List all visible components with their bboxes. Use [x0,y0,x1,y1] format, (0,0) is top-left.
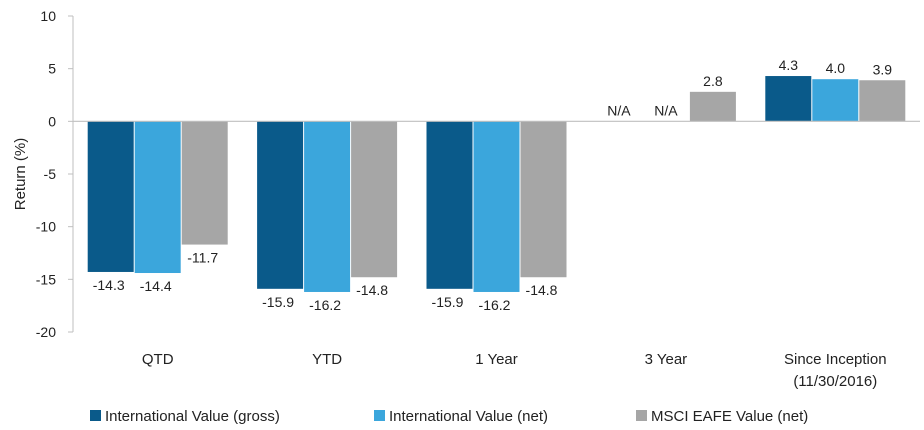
data-label: N/A [654,102,678,118]
y-axis-title: Return (%) [12,138,29,211]
category-label-line: (11/30/2016) [793,373,877,390]
category-label-line: QTD [142,351,174,368]
data-label: -15.9 [262,294,294,310]
data-label: -16.2 [479,297,511,313]
category-label: 1 Year [475,351,518,368]
category-label-line: 1 Year [475,351,518,368]
category-label-line: 3 Year [645,351,688,368]
data-label: 4.0 [826,60,846,76]
legend-label: International Value (gross) [105,408,280,425]
category-label: QTD [142,351,174,368]
bar [134,121,181,274]
bar [304,121,351,292]
y-tick-label: -20 [36,324,56,340]
data-label: 2.8 [703,73,723,89]
data-labels-group: -14.3 -14.4 -11.7 -15.9 -16.2 -14.8 -15.9 -16.2… [93,57,893,313]
category-label-line: Since Inception [784,351,887,368]
data-label: -16.2 [309,297,341,313]
bar [257,121,304,289]
data-label: 4.3 [779,57,799,73]
y-tick-label: -10 [36,219,56,235]
data-label: -15.9 [432,294,464,310]
legend-swatch [90,410,101,421]
bar [689,91,736,122]
bar [812,79,859,122]
bars-group [87,76,906,292]
data-label: -14.8 [356,282,388,298]
data-label: -11.7 [187,250,218,266]
category-label: YTD [312,351,342,368]
data-label: -14.4 [140,278,172,294]
bar [181,121,228,245]
bar [520,121,567,278]
bar [351,121,398,278]
data-label: 3.9 [873,61,893,77]
data-label: -14.3 [93,277,125,293]
y-tick-label: 10 [40,8,56,24]
y-axis-label-group: Return (%) [12,138,29,211]
y-tick-label: -5 [44,166,57,182]
legend: International Value (gross) International… [90,408,808,425]
category-labels-group: QTD YTD 1 Year 3 Year Since Inception (11/30/… [142,351,887,390]
category-label: 3 Year [645,351,688,368]
legend-swatch [636,410,647,421]
bar [426,121,473,289]
y-axis: 10 5 0 -5 -10 -15 -20 [36,8,74,340]
legend-swatch [374,410,385,421]
data-label: N/A [607,102,631,118]
y-tick-label: 0 [48,113,56,129]
bar [765,76,812,122]
y-tick-label: 5 [48,61,56,77]
category-label: Since Inception (11/30/2016) [784,351,887,390]
bar [859,80,906,122]
y-tick-label: -15 [36,271,56,287]
bar [87,121,134,272]
data-label: -14.8 [526,282,558,298]
category-label-line: YTD [312,351,342,368]
legend-label: International Value (net) [389,408,548,425]
bar [473,121,520,292]
legend-label: MSCI EAFE Value (net) [651,408,808,425]
